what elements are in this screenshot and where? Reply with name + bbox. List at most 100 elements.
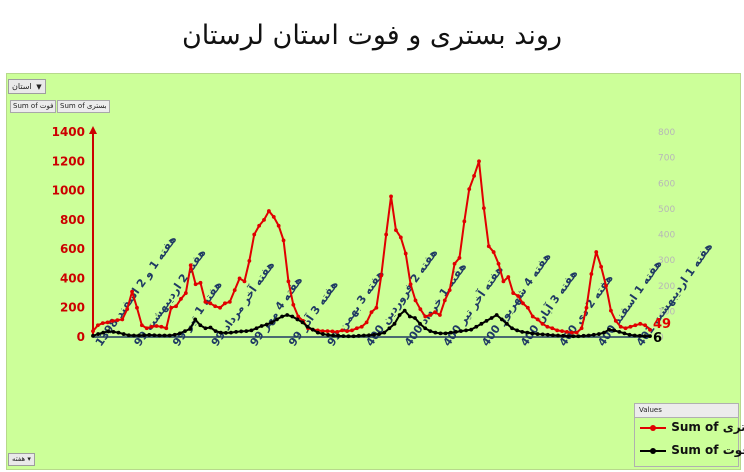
data-point bbox=[576, 334, 581, 339]
data-point bbox=[494, 313, 499, 317]
data-point bbox=[340, 328, 345, 333]
data-point bbox=[477, 159, 481, 164]
chart-axes bbox=[89, 126, 650, 338]
field-chip-hospitalized[interactable]: Sum of بستری bbox=[57, 100, 110, 113]
data-point bbox=[402, 308, 407, 313]
data-point bbox=[584, 305, 589, 310]
data-point bbox=[291, 302, 296, 307]
data-point bbox=[341, 334, 346, 339]
y-left-tick-label: 200 bbox=[60, 301, 85, 315]
y-right-tick-label: 100 bbox=[658, 307, 675, 317]
y-left-tick-label: 1000 bbox=[52, 184, 85, 198]
data-point bbox=[418, 321, 422, 326]
data-point bbox=[428, 313, 433, 317]
data-point bbox=[384, 232, 389, 237]
week-button-label: هفته bbox=[12, 455, 26, 463]
data-point bbox=[633, 323, 638, 328]
y-right-tick-label: 600 bbox=[658, 179, 675, 189]
data-point bbox=[137, 333, 141, 338]
x-tick-label: هفته 2 اردیبهشت 99 bbox=[131, 247, 208, 349]
data-point bbox=[594, 250, 599, 254]
data-point bbox=[643, 323, 648, 328]
page-title: روند بستری و فوت استان لرستان bbox=[181, 20, 563, 51]
data-point bbox=[448, 330, 453, 335]
data-point bbox=[305, 324, 310, 329]
data-point bbox=[394, 228, 398, 233]
data-point bbox=[520, 329, 525, 334]
data-point bbox=[540, 321, 545, 326]
data-point bbox=[486, 244, 491, 249]
data-point bbox=[232, 288, 237, 293]
data-point bbox=[227, 299, 232, 304]
y-right-tick-label: 200 bbox=[658, 282, 675, 292]
data-point bbox=[545, 332, 550, 337]
data-point bbox=[183, 329, 187, 334]
data-point bbox=[408, 282, 413, 287]
data-point bbox=[464, 328, 468, 333]
data-point bbox=[262, 217, 266, 222]
data-point bbox=[586, 333, 591, 338]
data-point bbox=[276, 223, 281, 228]
data-point bbox=[612, 328, 617, 333]
data-point bbox=[623, 326, 628, 331]
data-point bbox=[229, 330, 233, 335]
y-left-tick-label: 400 bbox=[60, 271, 85, 285]
data-point bbox=[149, 324, 154, 329]
data-point bbox=[183, 291, 188, 295]
y-left-tick-label: 1400 bbox=[52, 125, 85, 139]
series-end-labels: 496 bbox=[653, 317, 671, 346]
data-point bbox=[203, 326, 208, 331]
data-point bbox=[579, 326, 584, 331]
data-point bbox=[607, 327, 612, 332]
province-filter-button[interactable]: استان ▼ bbox=[8, 79, 46, 94]
y-axis-arrow-icon bbox=[89, 126, 97, 134]
dropdown-arrow-icon: ▾ bbox=[27, 455, 31, 463]
data-point bbox=[177, 331, 182, 336]
data-point bbox=[213, 304, 218, 309]
data-point bbox=[300, 320, 305, 325]
data-point bbox=[613, 318, 618, 323]
data-point bbox=[264, 322, 269, 327]
left-y-axis-ticks: 0 200 400 600 800 1000 1200 1400 bbox=[52, 125, 85, 344]
data-point bbox=[193, 282, 198, 287]
data-point bbox=[602, 330, 606, 335]
data-point bbox=[121, 332, 126, 336]
data-point bbox=[379, 273, 384, 278]
data-point bbox=[560, 329, 564, 334]
data-point bbox=[618, 324, 623, 329]
data-point bbox=[565, 329, 569, 334]
data-point bbox=[403, 251, 408, 256]
week-field-button[interactable]: هفته ▾ bbox=[8, 453, 35, 466]
data-point bbox=[525, 330, 530, 335]
data-point bbox=[481, 206, 486, 211]
data-point bbox=[453, 329, 458, 334]
data-point bbox=[609, 308, 613, 313]
data-point bbox=[188, 263, 193, 268]
series-end-label: 6 bbox=[653, 331, 662, 346]
data-point bbox=[452, 261, 457, 266]
data-point bbox=[351, 334, 356, 339]
data-point bbox=[254, 326, 259, 331]
data-point bbox=[484, 318, 489, 323]
y-right-tick-label: 300 bbox=[658, 256, 675, 266]
data-point bbox=[489, 316, 494, 320]
data-point bbox=[648, 327, 652, 332]
data-point bbox=[556, 333, 560, 338]
data-point bbox=[320, 329, 325, 334]
data-point bbox=[281, 238, 286, 243]
data-point bbox=[144, 326, 149, 331]
field-chip-deaths[interactable]: Sum of فوت bbox=[10, 100, 57, 113]
data-point bbox=[101, 330, 106, 335]
data-point bbox=[252, 232, 257, 237]
chart-legend: Values Sum of بستری Sum of فوت bbox=[634, 403, 744, 467]
data-point bbox=[442, 298, 447, 303]
data-point bbox=[648, 334, 652, 339]
data-point bbox=[234, 329, 238, 334]
data-point bbox=[374, 305, 379, 310]
data-point bbox=[193, 317, 198, 322]
data-point bbox=[433, 310, 437, 315]
data-point bbox=[120, 317, 125, 322]
data-point bbox=[438, 313, 442, 317]
data-point bbox=[188, 327, 192, 331]
data-point bbox=[208, 325, 213, 330]
